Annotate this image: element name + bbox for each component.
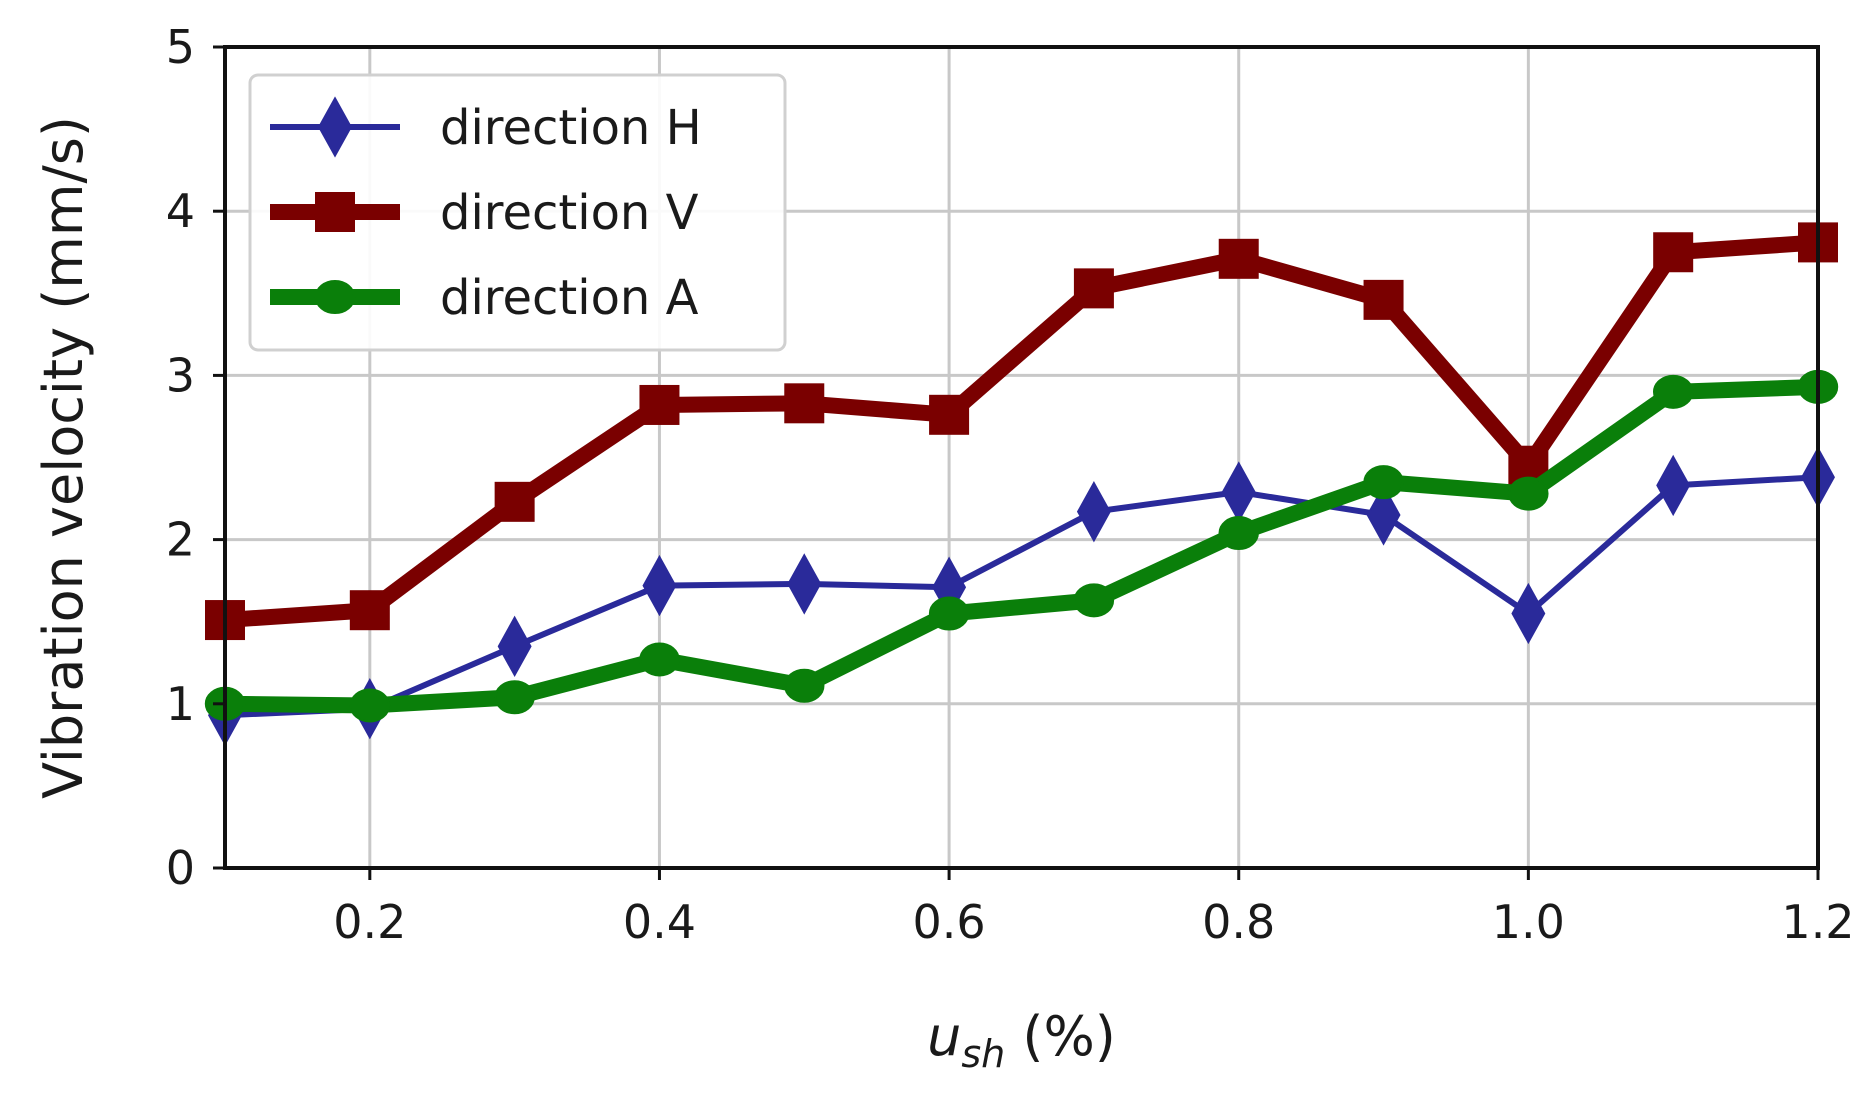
legend-label: direction V	[440, 185, 699, 241]
series-line	[224, 378, 1819, 714]
x-tick-label: 0.4	[623, 895, 696, 949]
y-tick-label: 4	[166, 184, 195, 238]
x-axis-label-sub: sh	[961, 1032, 1005, 1076]
plot-frame	[223, 45, 1820, 870]
x-tick-label: 0.2	[333, 895, 406, 949]
series-line	[224, 474, 1819, 719]
data-point	[1363, 465, 1404, 500]
legend-marker	[318, 96, 352, 158]
data-point	[494, 680, 535, 715]
legend: direction H direction V direction A	[248, 73, 787, 352]
legend-marker	[314, 280, 356, 314]
legend-box	[248, 73, 787, 352]
y-tick-label: 1	[166, 677, 195, 731]
x-tick-label: 0.8	[1202, 895, 1275, 949]
data-point	[1073, 583, 1115, 618]
series-layer	[204, 222, 1839, 746]
x-tick-label: 1.0	[1492, 895, 1565, 949]
y-tick-label: 2	[166, 513, 195, 567]
data-point	[1218, 238, 1259, 279]
y-tick-label: 3	[166, 348, 195, 402]
data-point	[1511, 582, 1546, 645]
x-axis-label: ush (%)	[927, 1005, 1116, 1076]
data-point	[349, 688, 391, 723]
legend-entry: direction A	[270, 270, 699, 326]
y-axis-label: Vibration velocity (mm/s)	[32, 116, 95, 799]
data-point	[1653, 232, 1694, 273]
y-tick-label: 5	[166, 20, 195, 74]
legend-label: direction A	[440, 270, 699, 326]
series-direction-v	[205, 222, 1838, 641]
data-point	[1363, 279, 1404, 320]
data-point	[929, 394, 970, 435]
data-point	[784, 668, 825, 703]
data-point	[787, 553, 822, 615]
data-point	[784, 383, 825, 424]
data-point	[1656, 454, 1691, 517]
data-point	[1652, 374, 1694, 409]
legend-entry: direction V	[270, 185, 699, 241]
data-point	[1366, 484, 1401, 546]
legend-marker	[315, 192, 355, 232]
x-tick-label: 1.2	[1781, 895, 1854, 949]
series-direction-h	[208, 446, 1835, 746]
x-axis-label-main: u	[927, 1005, 961, 1068]
data-point	[497, 615, 532, 677]
series-direction-a	[204, 369, 1839, 723]
data-point	[639, 642, 680, 677]
x-tick-label: 0.6	[913, 895, 986, 949]
ticks: 0.2 0.4 0.6 0.8 1.0 1.2 0 1 2 3 4 5	[166, 20, 1855, 949]
legend-entry: direction H	[270, 96, 702, 158]
data-point	[1508, 476, 1549, 511]
data-point	[1218, 516, 1259, 551]
data-point	[642, 554, 677, 617]
data-point	[1076, 481, 1111, 543]
series-line	[224, 234, 1819, 629]
x-axis-label-rest: (%)	[1005, 1005, 1116, 1068]
data-point	[928, 596, 970, 631]
data-point	[349, 590, 390, 631]
legend-label: direction H	[440, 100, 702, 156]
y-tick-label: 0	[166, 841, 195, 895]
data-point	[639, 384, 680, 425]
data-point	[1073, 268, 1114, 309]
data-point	[494, 481, 535, 522]
